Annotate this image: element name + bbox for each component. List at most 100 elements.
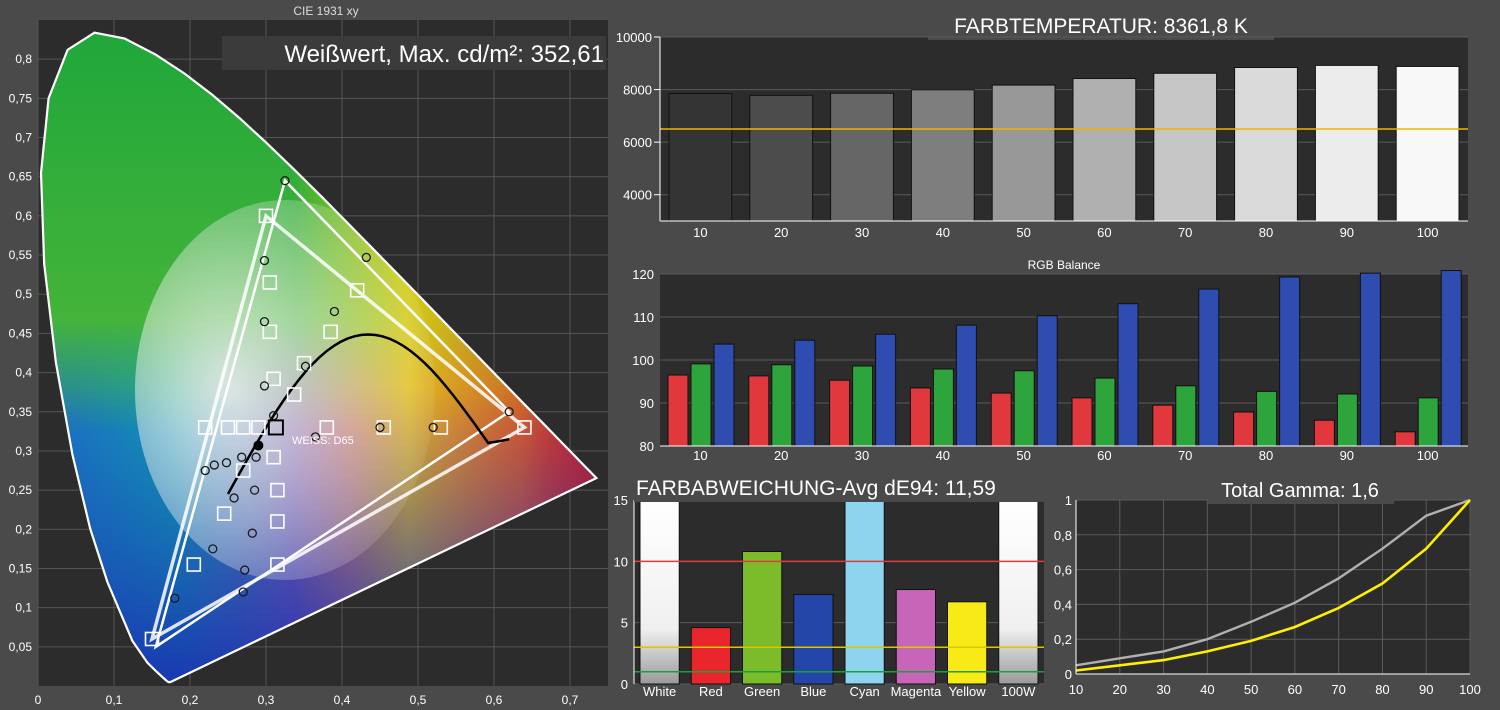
rgb-bar-blue xyxy=(1359,272,1381,447)
rgb-y-tick: 110 xyxy=(633,310,654,325)
rgb-bar-green xyxy=(690,363,712,447)
measured-point xyxy=(375,422,385,433)
gamma-x-tick: 10 xyxy=(1069,682,1083,697)
cie-y-tick: 0,5 xyxy=(15,287,32,301)
cie-x-tick: 0 xyxy=(35,693,42,707)
deviation-title: FARBABWEICHUNG-Avg dE94: 11,59 xyxy=(636,477,996,500)
cie-x-tick: 0,3 xyxy=(258,693,275,707)
temp-bar xyxy=(1395,65,1460,222)
gamma-y-tick: 0,6 xyxy=(1054,563,1072,578)
measured-point xyxy=(504,407,514,417)
cie-y-tick: 0,4 xyxy=(15,366,32,380)
dev-x-tick: Green xyxy=(744,684,780,699)
rgb-bar-blue xyxy=(1117,303,1139,447)
blackbody-curve xyxy=(226,333,510,495)
rgb-bar-red xyxy=(829,379,851,447)
white-luminance-label: Weißwert, Max. cd/m²: 352,61 xyxy=(284,41,604,68)
dev-y-tick: 5 xyxy=(621,616,628,631)
measured-point xyxy=(208,544,218,554)
rgb-bar-blue xyxy=(1198,288,1220,447)
cie-y-tick: 0,75 xyxy=(9,91,33,105)
rgb-x-tick: 60 xyxy=(1097,448,1111,463)
temp-title: FARBTEMPERATUR: 8361,8 K xyxy=(954,15,1248,38)
cie-y-tick: 0,45 xyxy=(9,326,33,340)
rgb-bar-blue xyxy=(794,339,816,447)
temp-bar xyxy=(749,94,814,222)
gamma-x-tick: 40 xyxy=(1200,682,1214,697)
temp-x-tick: 90 xyxy=(1340,225,1354,240)
measured-point xyxy=(249,485,260,495)
measured-gamut-triangle xyxy=(153,178,512,650)
cie-y-tick: 0,7 xyxy=(15,131,32,145)
measured-point xyxy=(221,458,232,468)
target-point xyxy=(323,324,338,340)
gamma-x-tick: 70 xyxy=(1331,682,1345,697)
target-point xyxy=(144,631,160,647)
temp-x-tick: 50 xyxy=(1016,225,1030,240)
rgb-bar-red xyxy=(909,387,931,447)
cie-y-tick: 0,55 xyxy=(9,248,33,262)
measured-point xyxy=(237,452,247,462)
cie-y-tick: 0,15 xyxy=(9,561,33,575)
measured-point xyxy=(251,452,261,462)
gamma-title: Total Gamma: 1,6 xyxy=(1221,480,1379,502)
deviation-bar xyxy=(793,593,834,685)
cie-y-tick: 0,6 xyxy=(15,209,32,223)
rgb-balance-chart: RGB Balance 80 90 100 110 120 10 20 30 40 50 60 70 8… xyxy=(608,246,1500,472)
temp-x-tick: 100 xyxy=(1417,225,1439,240)
cie-diagram: 0 0,1 0,2 0,3 0,4 0,5 0,6 0,7 0,05 0,1 0,15 0,2 0,25… xyxy=(0,0,608,710)
rgb-x-tick: 50 xyxy=(1016,448,1030,463)
deviation-bar xyxy=(844,499,885,685)
temp-x-tick: 60 xyxy=(1097,225,1111,240)
temp-x-tick: 80 xyxy=(1259,225,1273,240)
rgb-x-tick: 20 xyxy=(774,448,788,463)
rgb-x-tick: 90 xyxy=(1340,448,1354,463)
cie-y-tick: 0,3 xyxy=(15,444,32,458)
gamma-y-tick: 1 xyxy=(1065,493,1072,508)
rgb-bar-red xyxy=(1313,419,1335,447)
gamma-y-tick: 0,2 xyxy=(1054,632,1072,647)
temp-y-tick: 10000 xyxy=(616,30,652,45)
cie-y-tick: 0,65 xyxy=(9,170,33,184)
rgb-bar-red xyxy=(1071,397,1093,447)
measured-point xyxy=(300,361,311,371)
target-point xyxy=(376,420,392,435)
d65-target xyxy=(267,419,284,436)
temp-y-tick: 8000 xyxy=(623,83,652,98)
deviation-bar xyxy=(895,589,936,685)
rgb-bar-red xyxy=(748,375,770,447)
temp-bar xyxy=(1153,72,1218,222)
measured-point xyxy=(209,460,219,470)
temp-x-tick: 40 xyxy=(936,225,950,240)
dev-x-tick: Blue xyxy=(800,684,826,699)
rgb-bar-red xyxy=(990,392,1012,447)
measured-point xyxy=(259,255,270,266)
dev-x-tick: Red xyxy=(699,684,723,699)
gamma-x-tick: 100 xyxy=(1459,682,1481,697)
measured-point xyxy=(329,306,340,317)
target-point xyxy=(266,449,281,465)
target-point xyxy=(517,420,532,435)
rgb-bar-red xyxy=(1394,431,1416,447)
rgb-bar-green xyxy=(1336,393,1358,447)
rgb-bar-green xyxy=(852,365,874,447)
gamma-x-tick: 80 xyxy=(1375,682,1389,697)
rgb-bar-green xyxy=(1013,370,1035,447)
gamma-reference-line xyxy=(1075,498,1471,667)
target-point xyxy=(235,420,251,435)
target-point xyxy=(235,463,251,478)
rgb-bar-blue xyxy=(875,333,897,447)
rgb-y-tick: 90 xyxy=(640,396,654,411)
gamma-x-tick: 90 xyxy=(1419,682,1433,697)
rgb-bar-red xyxy=(1152,404,1174,447)
temp-x-tick: 70 xyxy=(1178,225,1192,240)
color-deviation-chart: 0 5 10 15 White Red Green Blue Cyan Magenta Yellow… xyxy=(608,472,1048,710)
white-point xyxy=(253,440,264,451)
gamma-chart: 0 0,2 0,4 0,6 0,8 1 10 20 30 40 50 60 70 80 90 100 Tota… xyxy=(1048,472,1500,710)
cie-y-tick: 0,1 xyxy=(15,601,32,615)
measured-point xyxy=(361,252,371,263)
rgb-x-tick: 40 xyxy=(936,448,950,463)
dev-x-tick: 100W xyxy=(1001,684,1036,699)
cie-title: CIE 1931 xy xyxy=(293,4,358,18)
target-point xyxy=(270,557,285,572)
